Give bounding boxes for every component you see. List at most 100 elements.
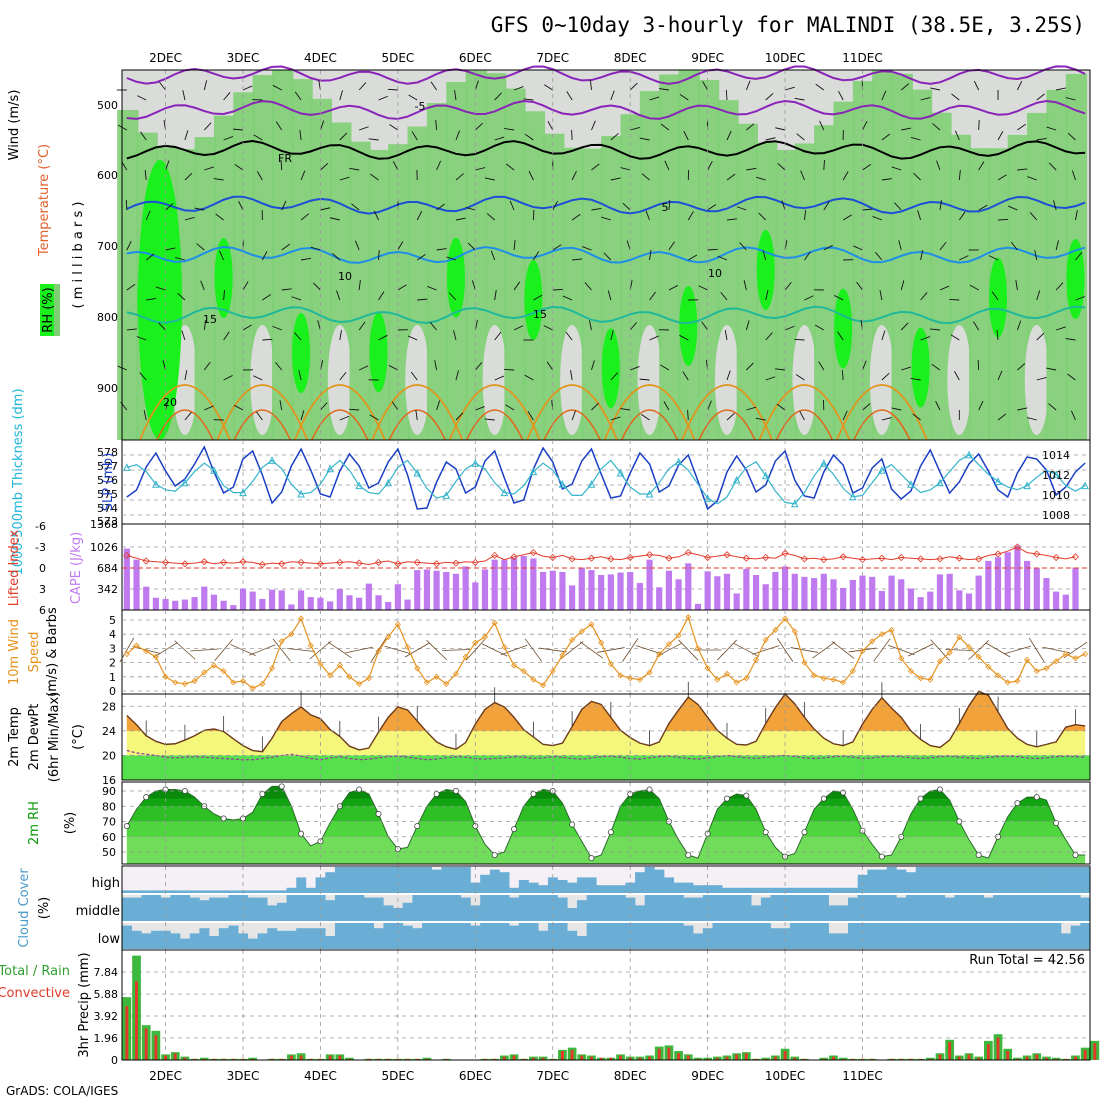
wind-speed-marker (317, 660, 324, 668)
wind-barb (978, 119, 980, 131)
precip-convective-bar (1074, 1056, 1077, 1060)
wind-barb (566, 91, 573, 101)
wind-barb (294, 332, 302, 341)
wind-barb (281, 200, 287, 211)
wind-barb (538, 647, 567, 653)
cloud-bar (538, 895, 549, 921)
cape-bar (491, 559, 498, 610)
cloud-bar (712, 885, 723, 893)
precip-convective-bar (841, 1058, 845, 1060)
cloud-bar (122, 890, 132, 893)
wind-barb (165, 400, 169, 411)
upper-air-panel: 500 600 700 800 900 -5 FR 5 10 10 15 15 20 (97, 65, 1091, 441)
date-label-bottom: 10DEC (765, 1069, 805, 1083)
cape-bar (994, 557, 1002, 610)
wind-barb (988, 255, 999, 261)
cloud-bar (557, 880, 568, 893)
wind-speed-marker (675, 632, 682, 639)
li-marker (955, 554, 963, 562)
rh-tick: 60 (102, 831, 116, 844)
wind-barb (803, 210, 807, 221)
cloud-bar (857, 923, 868, 949)
rh2m-unit-label: (%) (63, 812, 78, 835)
panel-labels: Wind (m/s) Temperature (°C) ( m i l l i b … (0, 90, 116, 1058)
rh-marker (685, 852, 692, 859)
wind-barb (920, 97, 931, 101)
wind-tick: 5 (109, 614, 116, 627)
wind-barb (281, 288, 292, 291)
rh-band (368, 149, 391, 441)
wind-barb (842, 410, 848, 421)
wind-speed-marker (1033, 668, 1040, 675)
cloud-bar (189, 933, 200, 949)
temp-tick: 24 (102, 725, 116, 738)
cloud-bar (170, 895, 181, 921)
wind-barb (184, 412, 192, 421)
temperature-contour-warm (216, 384, 309, 441)
cloud-bar (654, 869, 665, 893)
cloud-bar (499, 895, 510, 921)
cloud-bar (770, 928, 781, 949)
wind-barb (795, 374, 805, 381)
wind-speed-marker (152, 653, 159, 660)
cape-bar (394, 584, 401, 610)
thickness-marker (1052, 470, 1060, 478)
cloud-bar (799, 923, 810, 949)
rh2m-axis-label: 2m RH (27, 801, 42, 845)
cloud-bar (141, 890, 152, 893)
wind-barb (991, 291, 999, 301)
rh-moist-cell (292, 313, 311, 394)
wind-barb (184, 130, 189, 141)
cloud-bar (848, 923, 858, 949)
wind-barb (528, 170, 534, 181)
wind-barb (1027, 176, 1037, 181)
wind-barb (862, 208, 873, 211)
li-marker (762, 553, 770, 562)
cloud-bar (1070, 895, 1081, 921)
precip-convective-bar (173, 1053, 177, 1060)
thickness-axis-label: 1000-500mb Thickness (dm) (11, 388, 26, 575)
temperature-contour (126, 140, 1086, 160)
cloud-bar (1012, 867, 1023, 893)
wind-barb (474, 362, 483, 371)
wind-barb (804, 251, 811, 261)
cloud-bar (906, 872, 917, 893)
precip-convective-bar (493, 1058, 497, 1060)
wind-barb (920, 292, 928, 301)
precip-convective-bar (1064, 1058, 1068, 1060)
cloud-bar (373, 867, 384, 893)
rh-marker (530, 791, 537, 798)
wind-barb (765, 92, 774, 101)
cloud-bar (1070, 867, 1081, 893)
cloud-bar (344, 923, 355, 949)
li-marker (645, 551, 654, 559)
wind-barb (784, 281, 792, 291)
cloud-bar (451, 867, 462, 893)
wind-barb (755, 417, 766, 421)
wind-barb (223, 331, 230, 341)
cloud-bar (180, 895, 191, 921)
cloud-bar (460, 867, 471, 893)
cloud-bar (731, 923, 742, 949)
cloud-bar (441, 867, 452, 893)
temperature-contour-warm (681, 384, 773, 441)
wind-barb (370, 637, 387, 663)
temp-band-cool (122, 755, 1090, 780)
wind-barb (775, 368, 786, 371)
rh-marker (298, 830, 305, 837)
wind-barb (378, 334, 388, 341)
cape-bar (307, 597, 314, 610)
wind-barb (1017, 123, 1026, 131)
precip-convective-bar (754, 1058, 758, 1060)
wind-barb (939, 200, 942, 211)
cloud-bar (257, 890, 268, 893)
li-marker (316, 560, 325, 568)
wind-barb (800, 170, 805, 181)
cloud-bar (151, 930, 162, 949)
wind-speed-marker (540, 682, 547, 689)
cloud-bar (276, 902, 287, 921)
wind-barb (369, 414, 379, 421)
li-marker (723, 551, 731, 559)
wind-barb (841, 369, 844, 381)
wind-barb (291, 296, 302, 301)
